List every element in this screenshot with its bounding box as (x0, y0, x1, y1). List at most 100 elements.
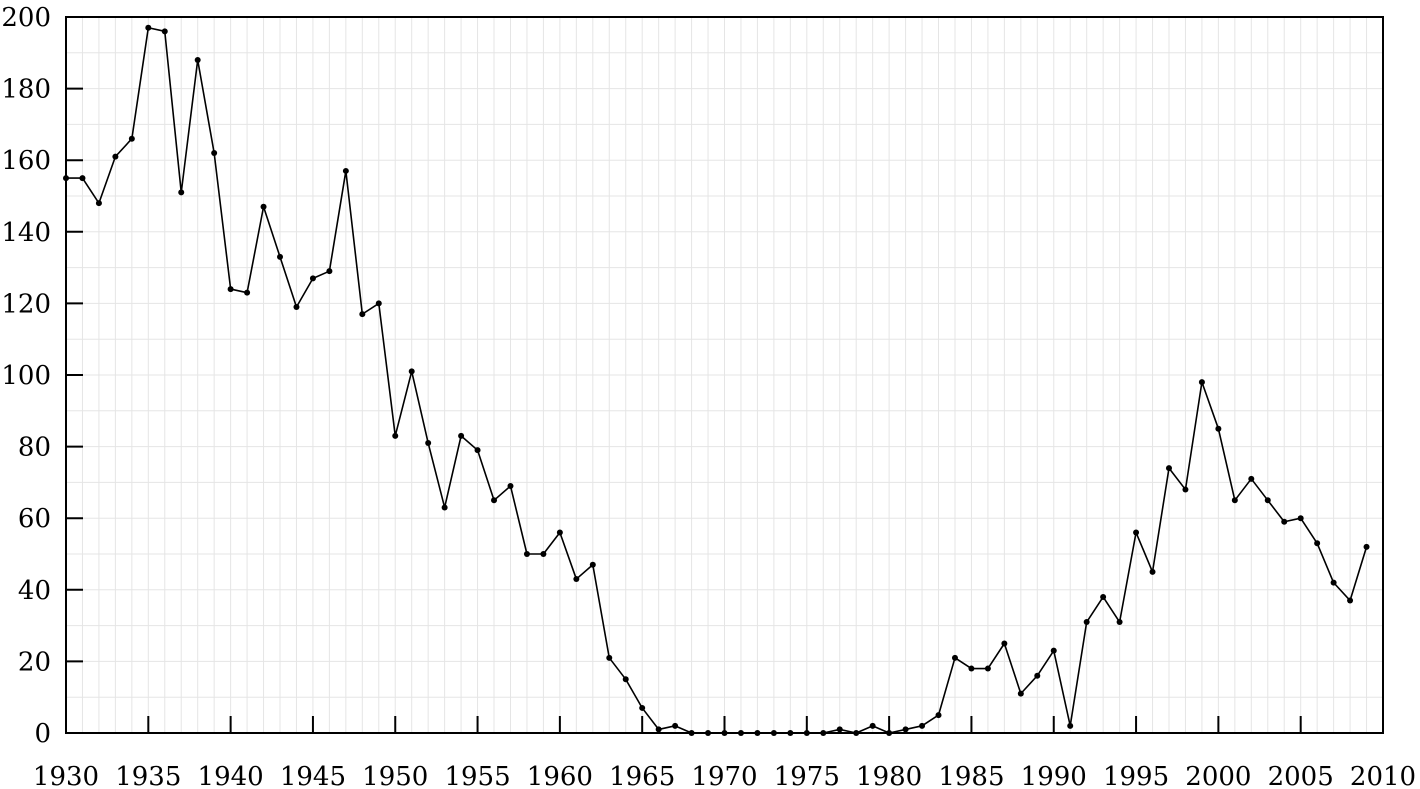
y-tick-label: 120 (1, 289, 51, 319)
data-point (359, 311, 366, 318)
y-axis-tick-labels: 0 20 40 60 80 100 120 140 160 180 200 (1, 3, 51, 749)
data-point (573, 576, 580, 583)
data-point (951, 654, 958, 661)
data-point (145, 24, 152, 31)
x-tick-label: 1955 (444, 762, 510, 789)
data-point (441, 504, 448, 511)
y-tick-label: 200 (1, 3, 51, 33)
data-point (392, 432, 399, 439)
y-tick-label: 40 (18, 576, 51, 606)
data-point (128, 135, 135, 142)
data-point (639, 704, 646, 711)
data-point (277, 253, 284, 260)
data-point (902, 726, 909, 733)
x-tick-label: 2000 (1185, 762, 1251, 789)
data-point (1133, 529, 1140, 536)
data-point (244, 289, 251, 296)
x-tick-label: 1965 (609, 762, 675, 789)
data-point (1330, 579, 1337, 586)
data-series (63, 24, 1370, 736)
data-point (919, 722, 926, 729)
x-axis-tick-labels: 1930 1935 1940 1945 1950 1955 1960 1965 1970 1975… (33, 762, 1416, 789)
data-point (194, 56, 201, 63)
x-tick-label: 1940 (198, 762, 264, 789)
data-point (836, 726, 843, 733)
x-tick-label: 1985 (938, 762, 1004, 789)
data-point (112, 153, 119, 160)
data-point (1297, 515, 1304, 522)
data-point (935, 712, 942, 719)
data-point (161, 28, 168, 35)
data-point (491, 497, 498, 504)
x-tick-label: 1945 (280, 762, 346, 789)
x-tick-label: 1970 (691, 762, 757, 789)
x-tick-label: 1990 (1021, 762, 1087, 789)
y-tick-label: 160 (1, 146, 51, 176)
data-point (293, 303, 300, 310)
x-tick-label: 2005 (1268, 762, 1334, 789)
y-tick-label: 100 (1, 361, 51, 391)
data-point (1231, 497, 1238, 504)
data-point (326, 268, 333, 275)
data-point (1017, 690, 1024, 697)
data-point (1116, 619, 1123, 626)
data-point (984, 665, 991, 672)
x-tick-label: 1975 (774, 762, 840, 789)
x-tick-label: 1935 (115, 762, 181, 789)
data-point (672, 722, 679, 729)
x-tick-label: 1995 (1103, 762, 1169, 789)
data-point (178, 189, 185, 196)
data-point (523, 551, 530, 557)
data-point (556, 529, 563, 536)
data-point (1050, 647, 1057, 654)
y-tick-label: 20 (18, 647, 51, 677)
data-point (655, 726, 662, 733)
data-point (1363, 543, 1370, 550)
data-point (1347, 597, 1354, 604)
data-point (425, 440, 432, 447)
data-point (1165, 465, 1172, 472)
x-tick-label: 1930 (33, 762, 99, 789)
data-point (458, 432, 465, 439)
data-point (227, 286, 234, 293)
x-tick-label: 1950 (362, 762, 428, 789)
data-point (1248, 475, 1255, 482)
y-tick-label: 80 (18, 433, 51, 463)
data-point (968, 665, 975, 672)
data-point (375, 300, 382, 307)
y-tick-label: 180 (1, 75, 51, 105)
data-point (408, 368, 415, 375)
plot-frame (65, 16, 1384, 734)
data-point (1034, 672, 1041, 679)
y-tick-label: 140 (1, 218, 51, 248)
data-point (309, 275, 316, 282)
data-point (589, 561, 596, 568)
data-point (1314, 540, 1321, 547)
data-point (342, 167, 349, 174)
data-point (1001, 640, 1008, 647)
data-point (95, 200, 102, 207)
data-point (1264, 497, 1271, 504)
data-point (1149, 568, 1156, 575)
data-point (507, 482, 514, 489)
data-point (260, 203, 267, 210)
data-point (1198, 379, 1205, 386)
data-point (1100, 593, 1107, 600)
grid (65, 16, 1384, 734)
data-point (540, 551, 547, 557)
data-point (1182, 486, 1189, 493)
data-point (1067, 722, 1074, 729)
data-point (1281, 518, 1288, 525)
data-point (869, 722, 876, 729)
data-point (79, 175, 86, 182)
data-point (474, 447, 481, 454)
x-tick-label: 1960 (527, 762, 593, 789)
x-tick-label: 2010 (1350, 762, 1416, 789)
data-point (606, 654, 613, 661)
y-tick-label: 0 (34, 719, 51, 749)
data-point (1215, 425, 1222, 432)
data-point (211, 150, 218, 157)
x-tick-label: 1980 (856, 762, 922, 789)
series-line (66, 26, 1368, 734)
